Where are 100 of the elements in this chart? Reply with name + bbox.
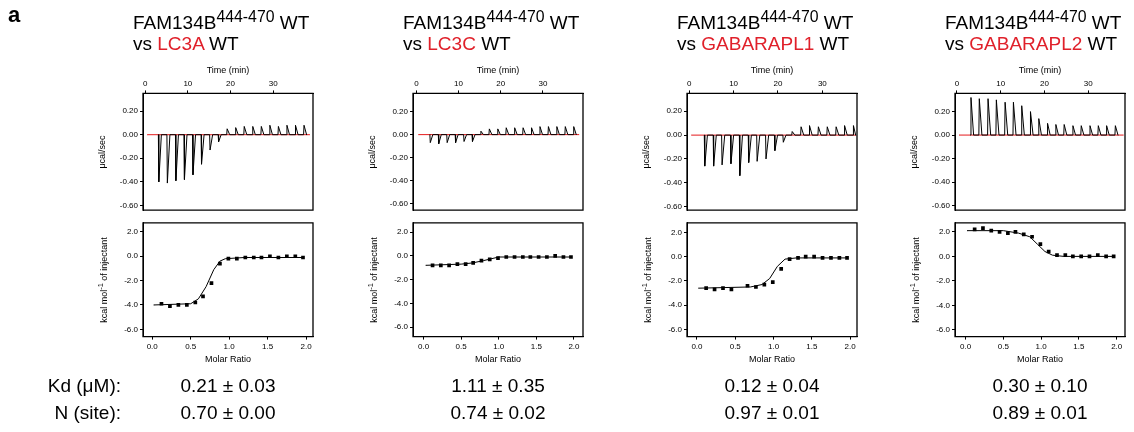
point	[1006, 231, 1010, 235]
text: 0.21 ± 0.03	[180, 375, 276, 397]
x-tick-label: 1.5	[262, 341, 274, 351]
chart-title: FAM134B$^{444-470}$ WT	[133, 7, 310, 36]
y-tick-label: -6.0	[668, 324, 683, 334]
x-tick-label: 1.0	[1035, 341, 1048, 351]
x-tick-label: 1.5	[530, 341, 543, 351]
point	[754, 285, 758, 289]
text: 0.89 ± 0.01	[992, 402, 1088, 424]
point	[1095, 253, 1100, 258]
y-tick-label: 0.00	[666, 130, 683, 140]
y-tick-label: 0.20	[392, 106, 409, 116]
point	[496, 256, 500, 261]
y-tick-label: -0.20	[931, 153, 951, 163]
y-tick-label: 0.20	[934, 106, 951, 116]
y-tick-label: -2.0	[936, 276, 951, 286]
x-tick-label: 2.0	[568, 341, 581, 351]
point	[168, 304, 172, 309]
point	[981, 226, 985, 231]
text: N (site):	[54, 402, 121, 424]
x-tick-label: 30	[817, 78, 828, 88]
y-tick-label: -0.60	[389, 198, 409, 208]
x-axis-title: Molar Ratio	[474, 354, 522, 365]
y-axis-title: μcal/sec	[367, 135, 377, 169]
x-tick-label: 1.0	[223, 341, 236, 351]
x-tick-label: 1.5	[1073, 341, 1086, 351]
x-axis-title: Time (min)	[476, 64, 520, 75]
x-tick-label: 20	[226, 78, 236, 88]
point	[1021, 232, 1026, 237]
y-tick-label: -6.0	[124, 324, 139, 334]
y-tick-label: -0.60	[119, 200, 139, 210]
x-tick-label: 20	[496, 78, 506, 88]
x-axis-title: Time (min)	[750, 64, 794, 75]
point	[796, 256, 800, 260]
text: Kd (μM):	[47, 375, 121, 397]
y-tick-label: 2.0	[126, 227, 139, 237]
y-tick-label: -4.0	[668, 300, 683, 310]
x-tick-label: 0.0	[691, 341, 704, 351]
point	[569, 255, 573, 259]
x-tick-label: 0.5	[997, 341, 1010, 351]
x-tick-label: 0	[414, 78, 420, 88]
text: 0.30 ± 0.10	[992, 375, 1088, 397]
x-axis-title: Molar Ratio	[748, 354, 796, 365]
x-tick-label: 0.5	[729, 341, 742, 351]
chart-title: FAM134B$^{444-470}$ WT	[945, 8, 1122, 34]
y-tick-label: -0.20	[663, 154, 683, 164]
x-tick-label: 0	[686, 78, 692, 88]
y-tick-label: -6.0	[394, 322, 409, 332]
point	[770, 280, 775, 284]
x-tick-label: 2.0	[844, 341, 857, 351]
x-axis-title: Time (min)	[1018, 64, 1062, 75]
point	[553, 253, 558, 258]
y-tick-label: -4.0	[394, 298, 409, 308]
y-tick-label: -0.20	[389, 152, 409, 162]
y-tick-label: 0.0	[938, 251, 951, 261]
x-tick-label: 30	[538, 78, 548, 88]
x-tick-label: 20	[773, 78, 783, 88]
x-tick-label: 10	[996, 78, 1006, 88]
text: a	[8, 2, 21, 28]
y-tick-label: 0.20	[666, 106, 683, 116]
text: 0.12 ± 0.04	[724, 375, 820, 397]
point	[845, 256, 849, 260]
y-tick-label: -4.0	[124, 300, 139, 310]
x-tick-label: 0	[954, 78, 960, 88]
point	[803, 254, 808, 259]
y-tick-label: -0.60	[663, 201, 683, 211]
point	[779, 266, 784, 271]
x-axis-title: Time (min)	[206, 64, 250, 75]
y-tick-label: 0.00	[934, 130, 951, 140]
x-tick-label: 0.0	[417, 341, 430, 351]
chart-subtitle: vs GABARAPL1 WT	[677, 33, 850, 54]
y-tick-label: -0.40	[663, 177, 683, 187]
x-tick-label: 20	[1040, 78, 1050, 88]
y-tick-label: 2.0	[670, 227, 683, 237]
y-tick-label: 2.0	[396, 227, 409, 237]
y-tick-label: 0.0	[126, 251, 139, 261]
x-tick-label: 1.5	[806, 341, 818, 351]
x-tick-label: 10	[183, 78, 193, 88]
y-axis-title: μcal/sec	[909, 135, 919, 169]
text: 0.97 ± 0.01	[724, 402, 820, 424]
x-tick-label: 0.5	[185, 341, 197, 351]
point	[504, 255, 509, 259]
y-tick-label: 0.00	[122, 129, 139, 139]
y-tick-label: 0.00	[392, 129, 409, 139]
y-tick-label: -2.0	[668, 276, 683, 286]
point	[721, 286, 725, 291]
x-tick-label: 30	[268, 78, 279, 88]
x-axis-title: Molar Ratio	[204, 354, 252, 365]
text: 0.70 ± 0.00	[180, 402, 276, 424]
text: 1.11 ± 0.35	[451, 375, 545, 397]
point	[235, 256, 239, 261]
x-tick-label: 0.5	[455, 341, 468, 351]
y-tick-label: -0.40	[119, 177, 139, 187]
chart-title: FAM134B$^{444-470}$ WT	[677, 8, 854, 34]
y-tick-label: 2.0	[938, 227, 951, 237]
y-axis-title: μcal/sec	[641, 135, 651, 169]
y-tick-label: -4.0	[936, 300, 951, 310]
point	[447, 263, 451, 268]
y-tick-label: 0.20	[122, 106, 139, 116]
x-tick-label: 1.0	[493, 341, 505, 351]
